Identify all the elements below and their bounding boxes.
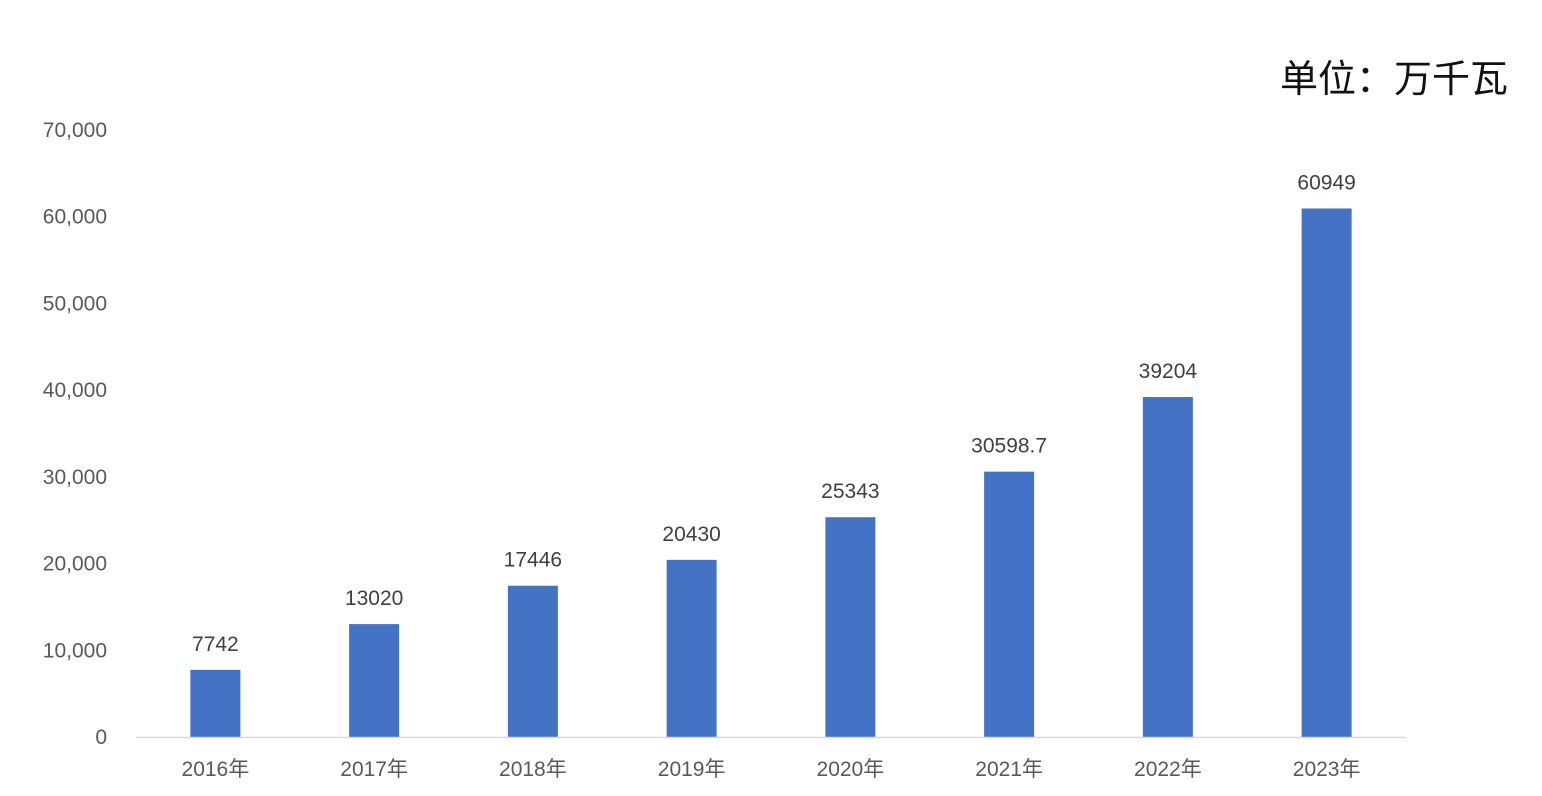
y-tick-label: 40,000 (43, 379, 107, 402)
y-tick-label: 20,000 (43, 553, 107, 576)
data-labels: 7742 13020 17446 20430 25343 30598.7 39204 6094… (192, 171, 1356, 655)
bar-data-label: 7742 (192, 633, 239, 656)
bar-data-label: 39204 (1139, 360, 1198, 383)
x-tick-label: 2017年 (340, 758, 408, 781)
x-tick-label: 2019年 (658, 758, 726, 781)
x-axis-tick-labels: 2016年 2017年 2018年 2019年 2020年 2021年 2022年 2023年 (182, 758, 1361, 781)
bar (190, 669, 241, 737)
bar-data-label: 25343 (821, 480, 879, 503)
y-tick-label: 30,000 (43, 466, 107, 489)
y-axis-tick-labels: 0 10,000 20,000 30,000 40,000 50,000 60,000 70,… (43, 119, 107, 749)
x-tick-label: 2021年 (975, 758, 1043, 781)
bar-data-label: 13020 (345, 587, 403, 610)
y-tick-label: 0 (95, 726, 107, 749)
bars (190, 208, 1352, 737)
unit-label: 单位：万千瓦 (1279, 57, 1508, 101)
bar (1301, 208, 1352, 737)
bar-data-label: 20430 (662, 523, 720, 546)
bar (1142, 397, 1193, 737)
x-tick-label: 2023年 (1293, 758, 1361, 781)
bar (666, 559, 717, 737)
bar (507, 585, 558, 737)
bar-data-label: 30598.7 (971, 435, 1047, 458)
y-tick-label: 50,000 (43, 292, 107, 315)
x-tick-label: 2020年 (817, 758, 885, 781)
x-tick-label: 2018年 (499, 758, 567, 781)
y-tick-label: 10,000 (43, 639, 107, 662)
bar-data-label: 17446 (504, 549, 562, 572)
x-tick-label: 2022年 (1134, 758, 1202, 781)
bar (825, 517, 876, 737)
y-tick-label: 60,000 (43, 206, 107, 229)
bar-data-label: 60949 (1297, 171, 1355, 194)
y-tick-label: 70,000 (43, 119, 107, 142)
bar (349, 624, 400, 737)
bar (984, 471, 1035, 737)
x-tick-label: 2016年 (182, 758, 250, 781)
